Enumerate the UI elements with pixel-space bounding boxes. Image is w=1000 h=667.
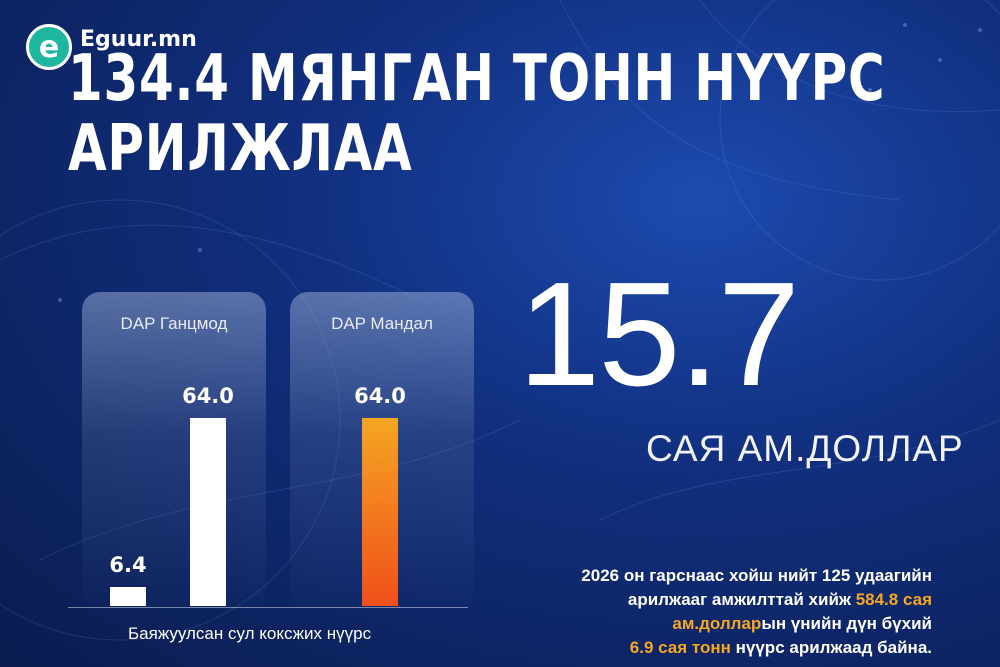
headline-unit: САЯ АМ.ДОЛЛАР bbox=[646, 428, 964, 469]
chart-baseline bbox=[68, 607, 468, 608]
chart-data-label: 64.0 bbox=[354, 384, 406, 408]
description-line-1: 2026 он гарснаас хойш нийт 125 удаагийн bbox=[581, 566, 932, 585]
description-highlight-3: 6.9 сая тонн bbox=[629, 638, 731, 657]
chart-panel-gantsmod: DAP Ганцмод bbox=[82, 292, 266, 610]
description-line-3: ын үнийн дүн бүхий bbox=[761, 614, 932, 633]
chart-group-label: DAP Ганцмод bbox=[120, 314, 228, 333]
description-highlight-2: ам.доллар bbox=[672, 614, 762, 633]
description-highlight-1: 584.8 сая bbox=[855, 590, 932, 609]
page-title: 134.4 МЯНГАН ТОНН НҮҮРС АРИЛЖЛАА bbox=[68, 44, 885, 184]
title-line-1: 134.4 МЯНГАН ТОНН НҮҮРС bbox=[68, 42, 886, 116]
description-line-2: арилжааг амжилттай хийж bbox=[627, 590, 856, 609]
brand-name: Eguur.mn bbox=[80, 26, 197, 52]
chart-bar bbox=[110, 587, 146, 606]
description-text: 2026 он гарснаас хойш нийт 125 удаагийн … bbox=[492, 564, 932, 660]
description-line-4: нүүрс арилжаад байна. bbox=[730, 638, 932, 657]
title-line-2: АРИЛЖЛАА bbox=[68, 112, 413, 186]
chart-group-label: DAP Мандал bbox=[331, 314, 433, 333]
chart-bar bbox=[190, 418, 226, 606]
chart-data-label: 6.4 bbox=[109, 553, 147, 577]
chart-data-label: 64.0 bbox=[182, 384, 234, 408]
chart-bar bbox=[362, 418, 398, 606]
headline-value: 15.7 bbox=[518, 252, 800, 417]
brand-logo[interactable]: e Eguur.mn bbox=[26, 24, 197, 70]
brand-logo-icon: e bbox=[26, 24, 72, 70]
chart-x-axis-label: Баяжуулсан сул коксжих нүүрс bbox=[128, 624, 372, 643]
